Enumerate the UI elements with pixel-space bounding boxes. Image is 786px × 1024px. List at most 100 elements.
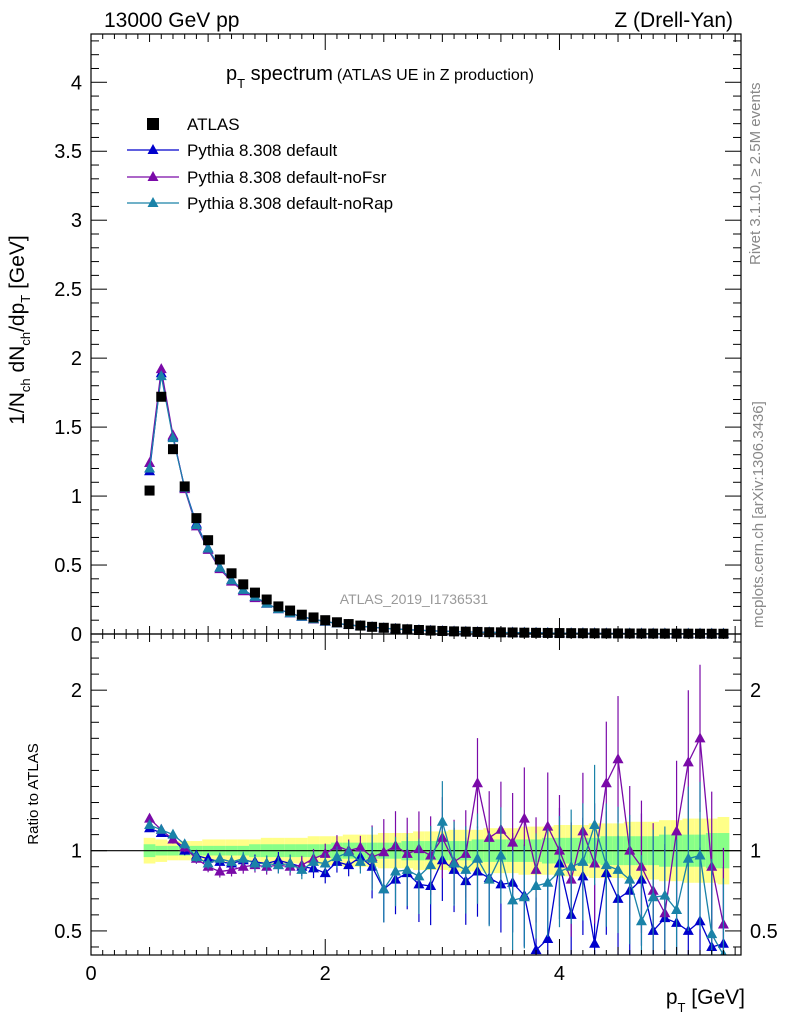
ratio-point-2 — [413, 870, 425, 881]
ratio-point-1 — [507, 836, 519, 847]
ratio-y-tick-label-right: 0.5 — [750, 921, 778, 943]
ratio-point-2 — [237, 852, 249, 863]
legend-label: Pythia 8.308 default-noRap — [187, 194, 393, 213]
ratio-point-2 — [659, 889, 671, 900]
ratio-point-2 — [226, 855, 238, 866]
ratio-point-1 — [144, 812, 156, 823]
ratio-point-2 — [612, 863, 624, 874]
ratio-point-2 — [471, 852, 483, 863]
ratio-point-2 — [518, 891, 530, 902]
atlas-data-point — [214, 554, 225, 565]
atlas-data-point — [308, 612, 319, 623]
ratio-point-2 — [425, 859, 437, 870]
legend-marker — [147, 171, 159, 181]
legend-label: ATLAS — [187, 115, 240, 134]
ratio-clip-group — [144, 664, 729, 955]
atlas-data-point — [179, 481, 190, 492]
ratio-point-1 — [518, 812, 530, 823]
main-point-2 — [155, 370, 167, 381]
ratio-point-2 — [319, 857, 331, 868]
ratio-point-2 — [600, 859, 612, 870]
x-tick-label: 2 — [320, 963, 331, 985]
ratio-point-2 — [565, 860, 577, 871]
ratio-point-1 — [600, 777, 612, 788]
atlas-data-point — [367, 621, 378, 632]
y-tick-label: 2.5 — [54, 279, 82, 301]
ratio-point-2 — [261, 857, 273, 868]
ratio-point-2 — [308, 855, 320, 866]
ratio-point-1 — [471, 777, 483, 788]
ratio-point-2 — [366, 852, 378, 863]
ratio-point-2 — [401, 863, 413, 874]
ratio-point-0 — [530, 944, 542, 955]
ratio-point-0 — [589, 937, 601, 948]
ratio-point-2 — [542, 876, 554, 887]
ratio-point-2 — [647, 891, 659, 902]
atlas-data-point — [285, 605, 296, 616]
ratio-point-2 — [460, 863, 472, 874]
main-point-2 — [167, 432, 179, 443]
ratio-point-1 — [331, 839, 343, 850]
ratio-point-2 — [214, 852, 226, 863]
atlas-data-point — [203, 535, 214, 546]
main-point-2 — [144, 462, 156, 473]
ratio-y-tick-label: 0.5 — [54, 921, 82, 943]
chart-title-rest: spectrum — [245, 63, 333, 85]
atlas-data-point — [331, 617, 342, 628]
y-tick-label: 0 — [71, 624, 82, 646]
ratio-point-2 — [577, 855, 589, 866]
y-tick-label: 0.5 — [54, 555, 82, 577]
atlas-data-point — [238, 579, 249, 590]
ratio-point-2 — [553, 865, 565, 876]
y-tick-label: 1 — [71, 486, 82, 508]
ratio-point-1 — [214, 865, 226, 876]
header-right: Z (Drell-Yan) — [614, 9, 733, 32]
ratio-point-2 — [390, 865, 402, 876]
ratio-point-2 — [249, 857, 261, 868]
ratio-point-2 — [202, 857, 214, 868]
axes: 0 2 400.511.522.533.540.5 0.51 12 2 — [54, 33, 778, 985]
ratio-point-2 — [272, 859, 284, 870]
chart-title-detail: (ATLAS UE in Z production) — [337, 67, 534, 84]
ratio-point-2 — [296, 863, 308, 874]
ratio-point-2 — [448, 857, 460, 868]
side-text-mcplots: mcplots.cern.ch [arXiv:1306.3436] — [750, 401, 767, 628]
ratio-point-2 — [530, 879, 542, 890]
ratio-point-2 — [284, 857, 296, 868]
atlas-data-point — [355, 620, 366, 631]
ratio-point-2 — [144, 818, 156, 829]
ratio-point-1 — [671, 825, 683, 836]
main-point-2 — [214, 561, 226, 572]
legend-marker-atlas — [147, 118, 159, 130]
main-point-1 — [155, 363, 167, 374]
ratio-panel-series — [144, 664, 729, 955]
atlas-data-point — [343, 619, 354, 630]
ratio-point-2 — [354, 855, 366, 866]
ratio-point-1 — [612, 753, 624, 764]
y-tick-label: 3.5 — [54, 141, 82, 163]
atlas-data-point — [191, 513, 202, 524]
chart-title: pT spectrum (ATLAS UE in Z production) — [226, 63, 534, 91]
ratio-point-1 — [694, 732, 706, 743]
ratio-point-2 — [331, 851, 343, 862]
ratio-y-axis-label: Ratio to ATLAS — [25, 743, 42, 844]
ratio-point-1 — [354, 841, 366, 852]
header-left: 13000 GeV pp — [104, 9, 239, 32]
ratio-y-tick-label-right: 1 — [750, 841, 761, 863]
legend-label: Pythia 8.308 default — [187, 141, 338, 160]
ratio-point-2 — [682, 852, 694, 863]
ratio-frame — [90, 633, 742, 956]
ratio-point-1 — [226, 863, 238, 874]
y-tick-label: 1.5 — [54, 417, 82, 439]
ratio-point-1 — [378, 846, 390, 857]
chart-title-p: p — [226, 63, 237, 85]
atlas-data-point — [144, 485, 155, 496]
ratio-y-tick-label-right: 2 — [750, 680, 761, 702]
ratio-point-2 — [436, 815, 448, 826]
legend-marker — [147, 144, 159, 154]
ratio-point-2 — [155, 823, 167, 834]
x-tick-label: 4 — [554, 963, 565, 985]
main-y-axis-label: 1/Nch dNch/dpT [GeV] — [6, 235, 33, 425]
legend-marker — [147, 197, 159, 207]
